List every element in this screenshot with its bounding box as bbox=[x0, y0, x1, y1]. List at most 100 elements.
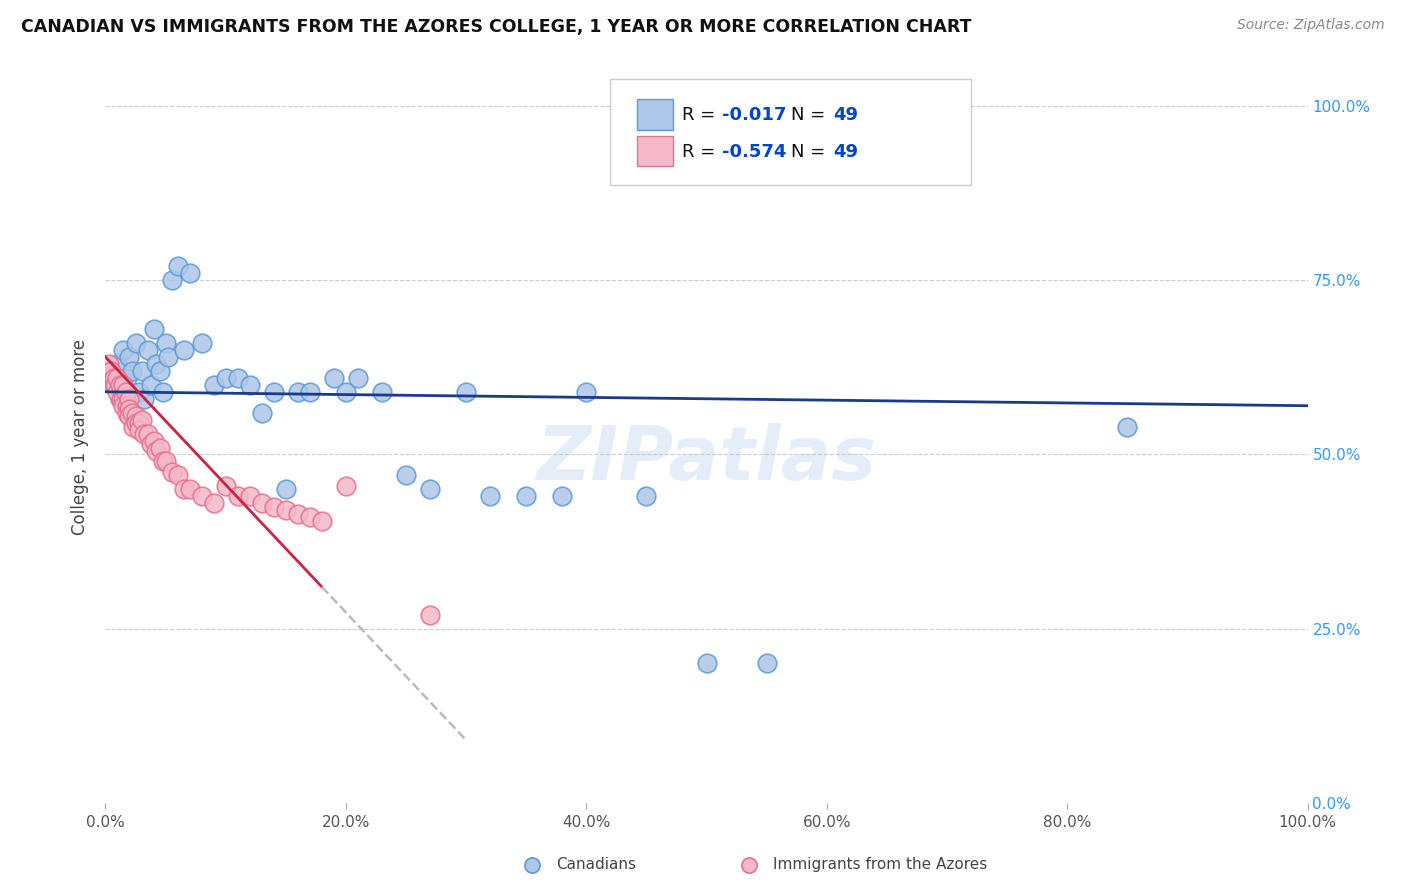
Point bbox=[121, 406, 143, 420]
Point bbox=[103, 371, 125, 385]
Text: Source: ZipAtlas.com: Source: ZipAtlas.com bbox=[1237, 18, 1385, 32]
Point bbox=[202, 377, 225, 392]
Point bbox=[115, 371, 138, 385]
Point bbox=[1116, 419, 1139, 434]
Point bbox=[136, 426, 159, 441]
Text: Canadians: Canadians bbox=[557, 857, 637, 872]
Point bbox=[226, 371, 249, 385]
Point bbox=[112, 377, 135, 392]
Point bbox=[419, 483, 441, 497]
Point bbox=[202, 496, 225, 510]
Point bbox=[107, 384, 129, 399]
Point bbox=[142, 322, 165, 336]
Text: 49: 49 bbox=[832, 105, 858, 123]
Point bbox=[226, 489, 249, 503]
Point bbox=[128, 416, 150, 430]
Point bbox=[515, 489, 537, 503]
Point bbox=[132, 426, 155, 441]
Point bbox=[287, 384, 309, 399]
Point bbox=[298, 510, 321, 524]
Point bbox=[274, 483, 297, 497]
Point bbox=[122, 419, 145, 434]
Text: CANADIAN VS IMMIGRANTS FROM THE AZORES COLLEGE, 1 YEAR OR MORE CORRELATION CHART: CANADIAN VS IMMIGRANTS FROM THE AZORES C… bbox=[21, 18, 972, 36]
Point bbox=[419, 607, 441, 622]
Point bbox=[136, 343, 159, 357]
Point bbox=[118, 409, 141, 424]
Point bbox=[115, 384, 138, 399]
Point bbox=[112, 343, 135, 357]
Point bbox=[131, 364, 153, 378]
Point bbox=[456, 384, 478, 399]
Point bbox=[274, 503, 297, 517]
Point bbox=[190, 489, 212, 503]
Point bbox=[100, 364, 122, 378]
Text: -0.017: -0.017 bbox=[723, 105, 786, 123]
Point bbox=[128, 384, 150, 399]
Point bbox=[214, 479, 236, 493]
Point bbox=[179, 266, 201, 280]
Point bbox=[575, 384, 598, 399]
Point bbox=[250, 496, 273, 510]
Point bbox=[322, 371, 344, 385]
Point bbox=[371, 384, 394, 399]
Point bbox=[108, 392, 131, 406]
Point bbox=[98, 357, 121, 371]
Point bbox=[124, 336, 146, 351]
Point bbox=[311, 514, 333, 528]
Text: ZIPatlas: ZIPatlas bbox=[537, 423, 876, 496]
Point bbox=[148, 441, 170, 455]
Point bbox=[104, 377, 127, 392]
Point bbox=[737, 855, 759, 869]
Point bbox=[155, 336, 177, 351]
Point bbox=[108, 377, 131, 392]
Point bbox=[124, 416, 146, 430]
Point bbox=[139, 437, 162, 451]
Point bbox=[152, 384, 174, 399]
Point bbox=[160, 273, 183, 287]
Point bbox=[128, 423, 150, 437]
Point bbox=[173, 343, 195, 357]
Point bbox=[107, 371, 129, 385]
Point bbox=[287, 507, 309, 521]
Point bbox=[298, 384, 321, 399]
Point bbox=[173, 483, 195, 497]
Point bbox=[522, 855, 544, 869]
Point bbox=[190, 336, 212, 351]
Text: R =: R = bbox=[682, 105, 721, 123]
Point bbox=[110, 392, 132, 406]
Text: R =: R = bbox=[682, 143, 721, 161]
Point bbox=[103, 377, 125, 392]
Point bbox=[335, 479, 357, 493]
Point bbox=[479, 489, 502, 503]
Point bbox=[145, 444, 167, 458]
Point bbox=[214, 371, 236, 385]
Text: Immigrants from the Azores: Immigrants from the Azores bbox=[773, 857, 987, 872]
Point bbox=[115, 406, 138, 420]
FancyBboxPatch shape bbox=[637, 99, 673, 130]
Point bbox=[115, 399, 138, 413]
Point bbox=[335, 384, 357, 399]
Point bbox=[263, 384, 285, 399]
Point bbox=[250, 406, 273, 420]
Text: 49: 49 bbox=[832, 143, 858, 161]
Point bbox=[395, 468, 418, 483]
Point bbox=[131, 412, 153, 426]
FancyBboxPatch shape bbox=[637, 136, 673, 167]
Point bbox=[118, 392, 141, 406]
Point bbox=[107, 357, 129, 371]
Point bbox=[155, 454, 177, 468]
Point bbox=[118, 350, 141, 364]
Point bbox=[263, 500, 285, 514]
Point bbox=[347, 371, 370, 385]
Point bbox=[551, 489, 574, 503]
Point bbox=[152, 454, 174, 468]
Point bbox=[148, 364, 170, 378]
Point bbox=[142, 434, 165, 448]
FancyBboxPatch shape bbox=[610, 78, 972, 185]
Point bbox=[636, 489, 658, 503]
Point bbox=[112, 399, 135, 413]
Y-axis label: College, 1 year or more: College, 1 year or more bbox=[72, 339, 90, 535]
Point bbox=[166, 468, 188, 483]
Point bbox=[100, 364, 122, 378]
Point bbox=[112, 392, 135, 406]
